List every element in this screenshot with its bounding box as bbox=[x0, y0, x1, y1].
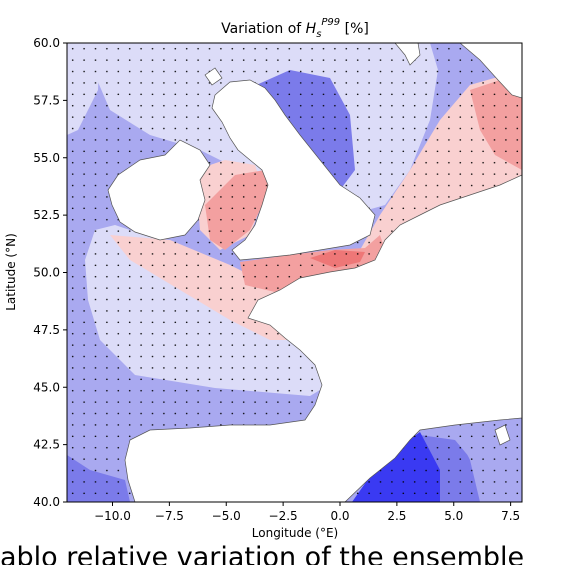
x-tick-label: −7.5 bbox=[155, 509, 184, 523]
x-tick-label: −5.0 bbox=[212, 509, 241, 523]
y-tick-label: 52.5 bbox=[33, 208, 60, 222]
chart-title: Variation of HsP99 [%] bbox=[221, 17, 369, 40]
figure-caption: ablo relative variation of the ensemble bbox=[0, 542, 525, 565]
y-tick-label: 55.0 bbox=[33, 151, 60, 165]
x-tick-label: −2.5 bbox=[269, 509, 298, 523]
y-tick-label: 42.5 bbox=[33, 438, 60, 452]
x-tick-label: −10.0 bbox=[94, 509, 131, 523]
y-tick-label: 40.0 bbox=[33, 495, 60, 509]
y-tick-label: 50.0 bbox=[33, 266, 60, 280]
y-axis: 40.0 42.5 45.0 47.5 50.0 52.5 55.0 57.5 60.0 bbox=[33, 36, 67, 509]
y-tick-label: 45.0 bbox=[33, 380, 60, 394]
land-great-britain bbox=[211, 79, 376, 261]
land-ireland bbox=[107, 139, 211, 241]
x-tick-label: 5.0 bbox=[444, 509, 463, 523]
y-tick-label: 57.5 bbox=[33, 93, 60, 107]
land-corsica bbox=[494, 424, 511, 446]
y-tick-label: 60.0 bbox=[33, 36, 60, 50]
x-tick-label: 7.5 bbox=[501, 509, 520, 523]
y-axis-label: Latitude (°N) bbox=[4, 233, 18, 311]
x-tick-label: 0.0 bbox=[330, 509, 349, 523]
land-continent bbox=[124, 174, 522, 502]
map-plot-area bbox=[67, 43, 522, 502]
x-axis-label: Longitude (°E) bbox=[252, 526, 338, 540]
land-scandinavia bbox=[459, 43, 522, 99]
land-denmark bbox=[394, 43, 421, 66]
y-tick-label: 47.5 bbox=[33, 323, 60, 337]
land-scotland-islands bbox=[204, 67, 223, 86]
map-figure: Variation of HsP99 [%] bbox=[4, 17, 523, 540]
x-tick-label: 2.5 bbox=[387, 509, 406, 523]
land-masses bbox=[107, 43, 522, 502]
x-axis: −10.0 −7.5 −5.0 −2.5 0.0 2.5 5.0 7.5 bbox=[94, 502, 520, 523]
